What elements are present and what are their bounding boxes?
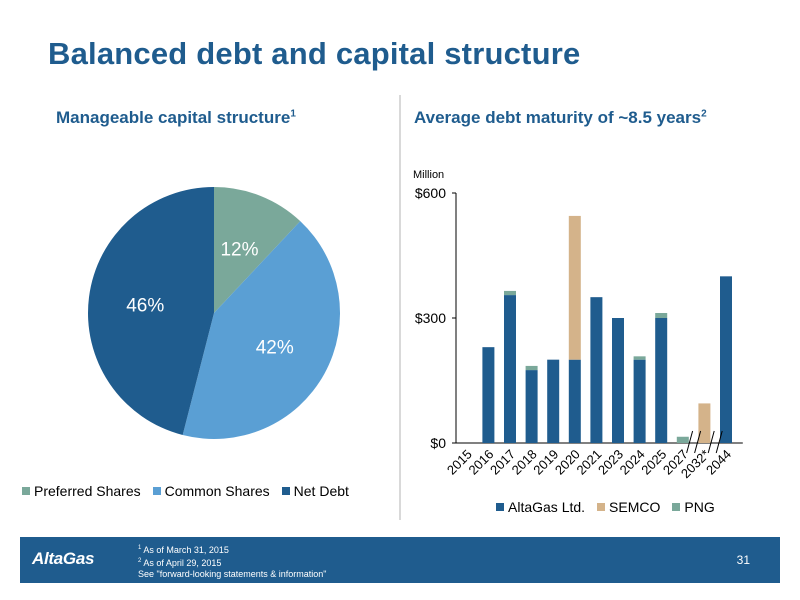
legend-item-net-debt: Net Debt — [281, 483, 349, 499]
pie-slice-preferred-shares — [214, 187, 301, 313]
legend-label: SEMCO — [609, 499, 661, 515]
footnote-text: See "forward-looking statements & inform… — [138, 569, 327, 579]
legend-label: PNG — [684, 499, 715, 515]
footer-bar: AltaGas 1 As of March 31, 2015 2 As of A… — [20, 537, 780, 583]
capital-structure-pie-chart: 12% 42% 46% — [87, 187, 341, 440]
page-number: 31 — [736, 553, 750, 567]
pie-subtitle-footnote-mark: 1 — [290, 108, 296, 120]
legend-item-altagas-ltd: AltaGas Ltd. — [496, 499, 585, 515]
footnote-2: 2 As of April 29, 2015 — [138, 556, 326, 569]
y-axis-unit-label: Million — [413, 169, 444, 181]
legend-item-preferred-shares: Preferred Shares — [22, 483, 141, 499]
bar-legend: AltaGas Ltd. SEMCO PNG — [496, 499, 727, 515]
pie-subtitle-text: Manageable capital structure — [56, 108, 291, 127]
bar-png-2025 — [655, 313, 668, 318]
bar-subtitle-footnote-mark: 2 — [701, 108, 707, 120]
legend-swatch — [496, 503, 504, 511]
footnote-text: As of April 29, 2015 — [143, 558, 222, 568]
y-tick-label: $300 — [415, 310, 446, 326]
legend-swatch — [152, 487, 161, 495]
legend-label: Common Shares — [164, 483, 270, 499]
bar-png-2017 — [504, 290, 516, 296]
legend-label: AltaGas Ltd. — [508, 499, 586, 515]
pie-data-label-net-debt: 46% — [126, 295, 164, 316]
legend-swatch — [672, 503, 681, 511]
legend-item-semco: SEMCO — [597, 499, 660, 515]
footnotes: 1 As of March 31, 2015 2 As of April 29,… — [138, 543, 326, 580]
pie-data-label-common-shares: 42% — [256, 337, 294, 358]
slide-title: Balanced debt and capital structure — [48, 36, 581, 71]
axis-break-marker — [686, 430, 702, 454]
axis-break-marker — [707, 430, 723, 454]
bar-altagas-ltd-2023 — [612, 318, 624, 443]
legend-item-png: PNG — [672, 499, 715, 515]
bar-png-2018 — [525, 365, 538, 371]
bar-subtitle-text: Average debt maturity of ~8.5 years — [414, 108, 702, 127]
footnote-3: See "forward-looking statements & inform… — [138, 569, 326, 580]
bar-semco-2032 — [698, 403, 711, 443]
bar-altagas-ltd-2020 — [568, 359, 581, 443]
bar-altagas-ltd-2025 — [655, 318, 668, 443]
bar-png-2024 — [633, 356, 646, 360]
footnote-mark: 2 — [138, 558, 142, 564]
y-tick-label: $600 — [415, 185, 446, 201]
legend-swatch — [597, 503, 606, 511]
pie-subtitle: Manageable capital structure1 — [56, 108, 296, 128]
bar-altagas-ltd-2019 — [547, 359, 560, 443]
pie-legend: Preferred Shares Common Shares Net Debt — [22, 483, 361, 499]
x-tick-label: 2044 — [703, 447, 734, 478]
bar-png-2027 — [676, 436, 689, 443]
legend-label: Preferred Shares — [34, 483, 141, 499]
footnote-1: 1 As of March 31, 2015 — [138, 543, 326, 556]
bar-altagas-ltd-2024 — [633, 359, 646, 443]
pie-slice-net-debt — [87, 187, 214, 436]
bar-altagas-ltd-2044 — [720, 276, 732, 443]
bar-altagas-ltd-2021 — [590, 297, 603, 443]
legend-swatch — [22, 487, 30, 495]
pie-data-label-preferred-shares: 12% — [220, 240, 258, 261]
pie-slice-common-shares — [182, 221, 341, 440]
legend-item-common-shares: Common Shares — [152, 483, 270, 499]
bar-altagas-ltd-2016 — [482, 347, 495, 443]
y-tick-label: $0 — [430, 435, 446, 451]
footnote-mark: 1 — [138, 545, 142, 551]
bar-semco-2020 — [568, 215, 581, 360]
footnote-text: As of March 31, 2015 — [143, 545, 229, 555]
bar-subtitle: Average debt maturity of ~8.5 years2 — [414, 108, 707, 128]
bar-altagas-ltd-2018 — [525, 370, 538, 443]
legend-label: Net Debt — [293, 483, 349, 499]
altagas-logo: AltaGas — [32, 549, 95, 568]
debt-maturity-bar-chart: Million$0$300$60020152016201720182019202… — [413, 169, 743, 481]
bar-altagas-ltd-2017 — [504, 295, 516, 443]
legend-swatch — [281, 487, 290, 495]
panel-divider — [399, 95, 401, 520]
